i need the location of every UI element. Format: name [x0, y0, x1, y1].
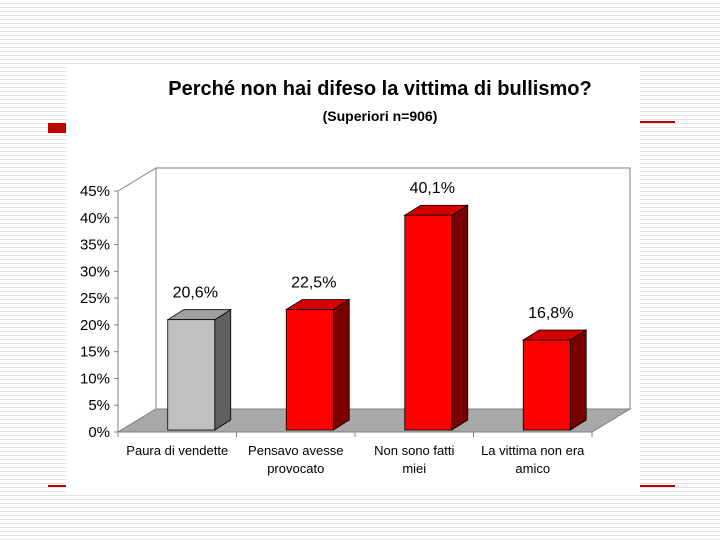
category-label: miei [402, 461, 426, 476]
y-tick-label: 5% [88, 397, 110, 414]
bar-side [451, 204, 469, 431]
accent-bar-left [48, 123, 66, 133]
y-tick-label: 45% [80, 183, 110, 200]
y-tick-label: 15% [80, 344, 110, 361]
bar [284, 298, 351, 431]
y-tick-label: 40% [80, 210, 110, 227]
chart-floor [116, 408, 632, 433]
chart-subtitle: (Superiori n=906) [323, 108, 438, 124]
data-label: 16,8% [528, 305, 573, 322]
data-label: 40,1% [410, 180, 455, 197]
category-label: Non sono fatti [374, 443, 454, 458]
accent-line-right-top [640, 121, 675, 123]
side-wall [117, 167, 157, 433]
category-label: amico [515, 461, 550, 476]
chart-title: Perché non hai difeso la vittima di bull… [168, 78, 591, 100]
y-tick-label: 0% [88, 424, 110, 441]
bar-front [167, 319, 216, 431]
y-tick-label: 20% [80, 317, 110, 334]
data-label: 20,6% [173, 285, 218, 302]
bar-front [404, 214, 453, 431]
bar-front [285, 309, 334, 431]
category-label: provocato [267, 461, 324, 476]
accent-line-left-bottom [48, 485, 66, 487]
y-tick-label: 35% [80, 237, 110, 254]
bar [403, 204, 470, 431]
data-label: 22,5% [291, 275, 336, 292]
category-label: Paura di vendette [126, 443, 228, 458]
bar-side [569, 329, 587, 431]
y-tick-label: 10% [80, 370, 110, 387]
bar-chart: Perché non hai difeso la vittima di bull… [80, 78, 632, 476]
bar [521, 329, 588, 431]
chart-panel: Perché non hai difeso la vittima di bull… [66, 65, 640, 493]
bar-side [214, 308, 232, 431]
category-label: La vittima non era [481, 443, 585, 458]
bar-front [522, 339, 571, 431]
y-tick-label: 30% [80, 263, 110, 280]
y-tick-label: 25% [80, 290, 110, 307]
bar [166, 308, 233, 431]
category-label: Pensavo avesse [248, 443, 343, 458]
accent-line-right-bottom [640, 485, 675, 487]
bar-side [332, 298, 350, 431]
